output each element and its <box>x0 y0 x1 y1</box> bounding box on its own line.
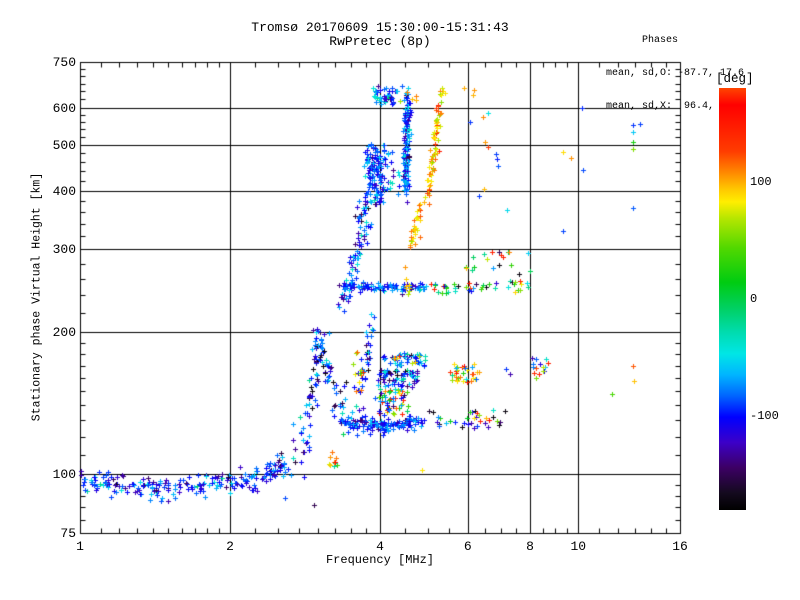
y-axis-label: Stationary phase Virtual Height [km] <box>30 172 44 422</box>
plot-subtitle: RwPretec (8p) <box>329 34 431 49</box>
phase-stats-o-mode: mean, sd,O: -87.7, 17.6 <box>606 68 745 79</box>
x-tick-label: 10 <box>570 539 587 554</box>
colorbar-tick-label: -100 <box>750 409 779 424</box>
y-tick-label: 75 <box>60 526 76 541</box>
y-tick-label: 500 <box>52 137 76 153</box>
x-tick-label: 6 <box>463 539 472 554</box>
colorbar-tick-label: 100 <box>750 174 772 189</box>
colorbar-tick-label: 0 <box>750 292 758 306</box>
y-tick-label: 200 <box>52 325 76 341</box>
x-tick-label: 2 <box>226 539 234 554</box>
x-tick-label: 8 <box>526 539 534 554</box>
x-axis-label: Frequency [MHz] <box>325 553 435 567</box>
colorbar-unit-label: [deg] <box>716 72 754 86</box>
y-tick-label: 300 <box>52 242 76 258</box>
phase-stats-header: Phases <box>606 35 679 46</box>
x-tick-label: 4 <box>376 539 384 554</box>
y-tick-label: 100 <box>52 467 76 483</box>
x-tick-label: 16 <box>672 539 688 554</box>
y-tick-label: 750 <box>52 55 76 70</box>
y-tick-label: 400 <box>52 183 76 199</box>
colorbar-gradient <box>719 88 746 510</box>
plot-title: Tromsø 20170609 15:30:00-15:31:43 <box>251 20 509 35</box>
x-tick-label: 1 <box>76 539 84 554</box>
y-tick-label: 600 <box>52 100 76 116</box>
